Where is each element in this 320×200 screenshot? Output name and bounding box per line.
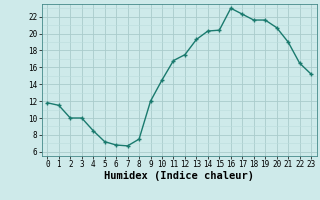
X-axis label: Humidex (Indice chaleur): Humidex (Indice chaleur): [104, 171, 254, 181]
